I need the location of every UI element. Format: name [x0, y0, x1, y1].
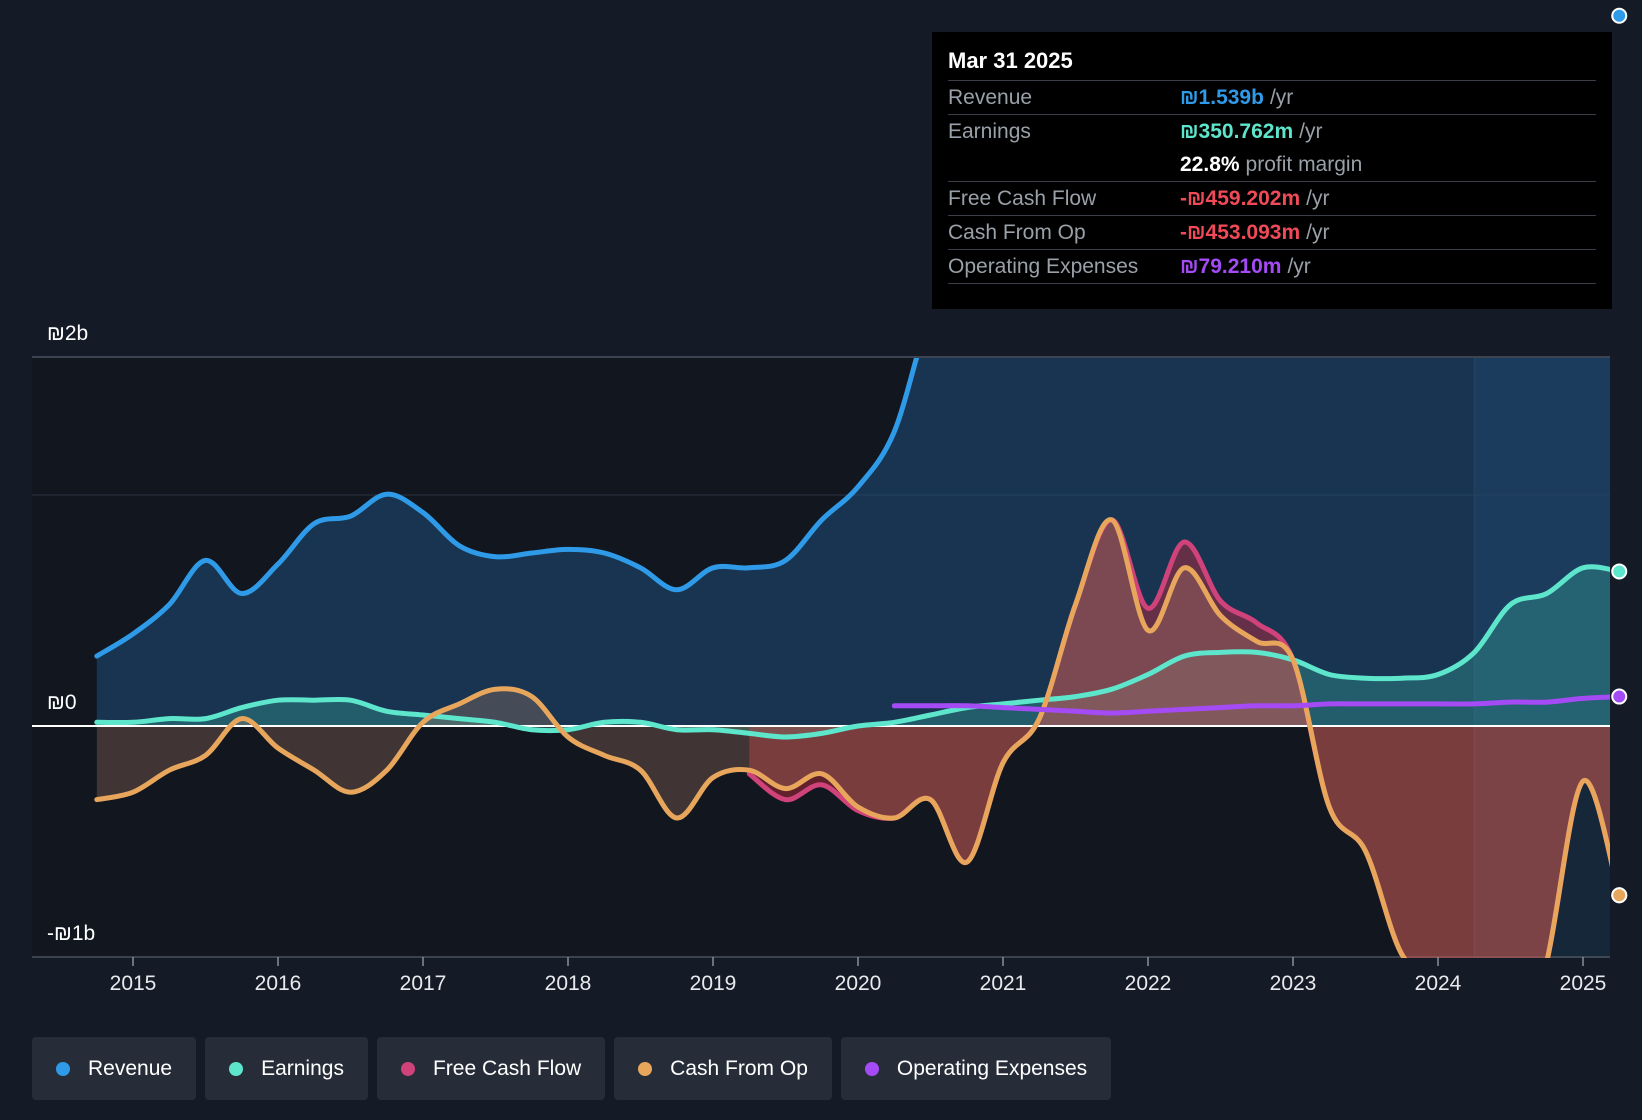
- tooltip-row-cash-from-op: Cash From Op -₪453.093m /yr: [948, 215, 1596, 249]
- revenue-endpoint: [1611, 7, 1628, 24]
- x-tick-label: 2019: [690, 972, 737, 995]
- x-tick-label: 2017: [400, 972, 447, 995]
- legend: Revenue Earnings Free Cash Flow Cash Fro…: [32, 1037, 1112, 1100]
- tooltip-label: Earnings: [948, 120, 1031, 143]
- legend-dot-icon: [229, 1061, 244, 1076]
- tooltip-value: ₪350.762m: [1180, 120, 1294, 143]
- opex-endpoint: [1611, 688, 1628, 705]
- tooltip-label: Operating Expenses: [948, 255, 1139, 278]
- tooltip-date: Mar 31 2025: [948, 48, 1073, 73]
- cfo-line: [94, 517, 1610, 958]
- y-label-bottom: -₪1b: [47, 922, 95, 945]
- revenue-area: [96, 358, 1610, 726]
- x-tick-label: 2025: [1560, 972, 1607, 995]
- tooltip-unit: /yr: [1269, 86, 1294, 109]
- tooltip-row-revenue: Revenue ₪1.539b /yr: [948, 80, 1596, 114]
- revenue-line: [94, 358, 920, 659]
- tooltip-value: 22.8%: [1180, 153, 1240, 176]
- x-tick-label: 2015: [110, 972, 157, 995]
- legend-label: Earnings: [261, 1056, 344, 1080]
- legend-dot-icon: [864, 1061, 879, 1076]
- earnings-endpoint: [1611, 563, 1628, 580]
- fcf-area: [749, 519, 1610, 958]
- earnings-area: [96, 566, 1610, 737]
- legend-dot-icon: [56, 1061, 70, 1076]
- tooltip-row-free-cash-flow: Free Cash Flow -₪459.202m /yr: [948, 181, 1596, 215]
- tooltip-row-earnings: Earnings ₪350.762m /yr: [948, 114, 1596, 148]
- legend-dot-icon: [400, 1061, 415, 1076]
- x-tick-label: 2018: [545, 972, 592, 995]
- earnings-line: [94, 564, 1610, 740]
- legend-item-revenue[interactable]: Revenue: [32, 1037, 197, 1100]
- legend-label: Revenue: [88, 1056, 173, 1080]
- tooltip-value: -₪453.093m: [1180, 221, 1301, 244]
- x-tick-label: 2022: [1125, 972, 1172, 995]
- legend-dot-icon: [638, 1061, 653, 1076]
- tooltip-value: ₪79.210m: [1180, 255, 1282, 278]
- y-label-zero: ₪0: [47, 691, 77, 714]
- legend-item-free-cash-flow[interactable]: Free Cash Flow: [376, 1037, 606, 1100]
- tooltip-label: Free Cash Flow: [948, 187, 1097, 210]
- tooltip-value: -₪459.202m: [1180, 187, 1301, 210]
- tooltip-unit: /yr: [1287, 255, 1311, 278]
- x-tick-label: 2024: [1415, 972, 1462, 995]
- tooltip-label: Cash From Op: [948, 221, 1086, 244]
- tooltip-unit: /yr: [1299, 120, 1323, 143]
- tooltip-unit: /yr: [1306, 187, 1330, 210]
- tooltip-value: ₪1.539b: [1180, 86, 1264, 109]
- legend-label: Free Cash Flow: [432, 1056, 582, 1080]
- opex-line: [891, 694, 1610, 716]
- legend-item-earnings[interactable]: Earnings: [205, 1037, 368, 1100]
- cfo-endpoint: [1611, 887, 1628, 904]
- x-tick-label: 2021: [980, 972, 1027, 995]
- x-tick-label: 2016: [255, 972, 302, 995]
- y-label-top: ₪2b: [47, 322, 88, 345]
- legend-label: Operating Expenses: [896, 1056, 1088, 1080]
- tooltip-unit: /yr: [1306, 221, 1330, 244]
- x-tick-label: 2020: [835, 972, 882, 995]
- tooltip-label: Revenue: [948, 86, 1033, 109]
- legend-item-operating-expenses[interactable]: Operating Expenses: [840, 1037, 1112, 1100]
- cfo-area: [96, 519, 1610, 958]
- tooltip-label: [948, 148, 1180, 181]
- tooltip: Mar 31 2025 Revenue ₪1.539b /yr Earnings…: [932, 32, 1612, 309]
- tooltip-row-operating-expenses: Operating Expenses ₪79.210m /yr: [948, 249, 1596, 284]
- tooltip-unit: profit margin: [1245, 153, 1363, 176]
- tooltip-row-profit-margin: 22.8% profit margin: [948, 148, 1596, 181]
- x-tick-label: 2023: [1270, 972, 1317, 995]
- legend-item-cash-from-op[interactable]: Cash From Op: [614, 1037, 832, 1100]
- legend-label: Cash From Op: [670, 1056, 808, 1080]
